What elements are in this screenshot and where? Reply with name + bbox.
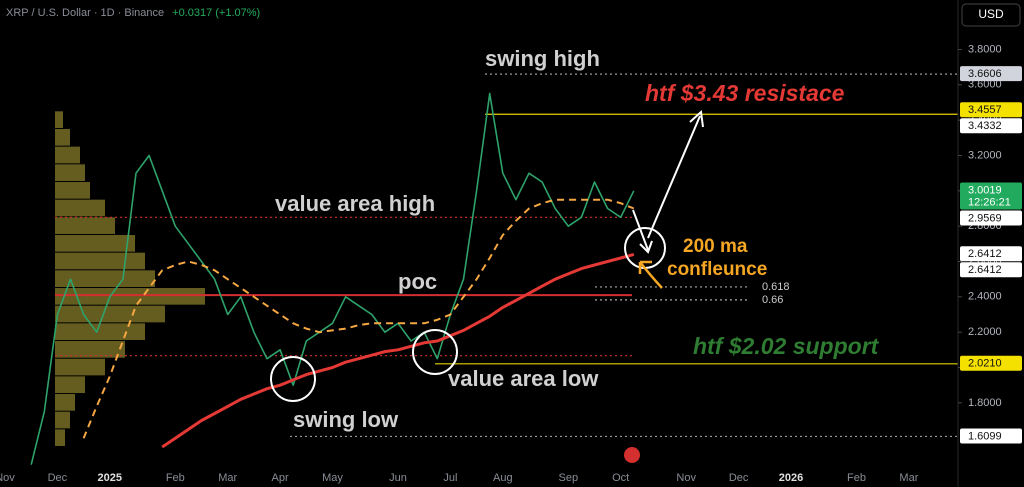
annotation: value area high — [275, 191, 435, 216]
x-tick-label: Sep — [559, 472, 579, 484]
fib-label: 0.618 — [762, 281, 790, 293]
change: +0.0317 (+1.07%) — [172, 7, 260, 19]
price-tag — [960, 182, 1022, 210]
annotation: poc — [398, 269, 437, 294]
profile-bar — [55, 199, 105, 217]
price-tag — [960, 66, 1022, 82]
price-tag-label: 1.6099 — [968, 430, 1002, 442]
x-tick-label: May — [322, 472, 343, 484]
annotation: htf $2.02 support — [693, 333, 880, 359]
symbol: XRP / U.S. Dollar · 1D · Binance — [6, 7, 164, 19]
price-tag — [960, 428, 1022, 444]
profile-bar — [55, 305, 165, 323]
value-area-low-circle — [412, 329, 458, 375]
profile-bar — [55, 358, 105, 376]
x-tick-label: Nov — [0, 472, 15, 484]
profile-bar — [55, 111, 63, 128]
price-tag — [960, 118, 1022, 134]
x-tick-label: Feb — [166, 472, 185, 484]
fib-label: 0.66 — [762, 294, 783, 306]
y-tick-label: 3.6000 — [968, 79, 1002, 91]
series — [30, 92, 635, 465]
event-icon — [624, 447, 640, 463]
y-tick-label: 1.8000 — [968, 397, 1002, 409]
orange-arrow — [638, 260, 663, 289]
profile-bar — [55, 217, 115, 234]
annotation: 200 ma — [683, 236, 748, 257]
price-tag-label: 2.6412 — [968, 248, 1002, 260]
profile-bar — [55, 429, 65, 447]
volume-profile — [55, 111, 205, 447]
price-tag-label: 2.0210 — [968, 358, 1002, 370]
x-tick-label: Aug — [493, 472, 513, 484]
price-tag — [960, 102, 1022, 118]
annotation: value area low — [448, 366, 599, 391]
series-line — [30, 92, 635, 465]
annotations: swing high htf $3.43 resistace value area … — [275, 46, 880, 432]
profile-bar — [55, 252, 145, 270]
profile-bar — [55, 341, 125, 358]
profile-bar — [55, 235, 135, 252]
currency[interactable]: USD — [978, 7, 1004, 21]
profile-bar — [55, 181, 90, 199]
y-tick-label: 2.2000 — [968, 326, 1002, 338]
currency-button[interactable] — [961, 3, 1021, 27]
price-tag-label: 2.6412 — [968, 264, 1002, 276]
x-tick-label: Apr — [272, 472, 289, 484]
countdown: 12:26:21 — [968, 196, 1011, 208]
x-tick-label: Mar — [218, 472, 237, 484]
price-tag-label: 3.6606 — [968, 68, 1002, 80]
price-tag — [960, 246, 1022, 262]
y-tick-label: 3.2000 — [968, 149, 1002, 161]
arrow — [647, 115, 701, 239]
profile-bar — [55, 146, 80, 164]
profile-bar — [55, 128, 70, 146]
annotation: htf $3.43 resistace — [645, 80, 845, 106]
profile-bar — [55, 270, 155, 288]
price-tag — [960, 355, 1022, 371]
annotation: swing low — [293, 407, 399, 432]
price-tag — [960, 210, 1022, 226]
profile-bar — [55, 288, 205, 305]
x-tick-label: Jun — [389, 472, 407, 484]
x-tick-label: Feb — [847, 472, 866, 484]
profile-bar — [55, 411, 70, 429]
y-tick-label: 3.8000 — [968, 43, 1002, 55]
profile-bar — [55, 323, 145, 341]
arrow-head — [689, 109, 704, 128]
price-tag — [960, 262, 1022, 278]
price-tag-label: 3.4557 — [968, 104, 1002, 116]
x-tick-label: Dec — [729, 472, 749, 484]
x-tick-label: Oct — [612, 472, 629, 484]
profile-bar — [55, 164, 85, 181]
profile-bar — [55, 394, 75, 411]
swing-low-circle — [270, 356, 316, 402]
annotation: swing high — [485, 46, 600, 71]
axes: 1.80002.00002.20002.40002.60002.80003.00… — [0, 43, 1022, 484]
price-tag-label: 2.9569 — [968, 212, 1002, 224]
profile-bar — [55, 376, 85, 394]
x-tick-label: Nov — [676, 472, 696, 484]
arrow-head — [639, 240, 653, 254]
series-line — [161, 252, 635, 449]
x-tick-label: Jul — [443, 472, 457, 484]
y-tick-label: 2.4000 — [968, 291, 1002, 303]
price-tag-label: 3.4332 — [968, 120, 1002, 132]
x-tick-label: 2026 — [779, 472, 803, 484]
x-tick-label: Dec — [48, 472, 68, 484]
x-tick-label: Mar — [899, 472, 918, 484]
x-tick-label: 2025 — [98, 472, 122, 484]
price-tag-label: 3.0019 — [968, 184, 1002, 196]
arrow — [632, 209, 649, 251]
decorations — [270, 0, 1021, 487]
annotation: confleunce — [667, 259, 767, 280]
